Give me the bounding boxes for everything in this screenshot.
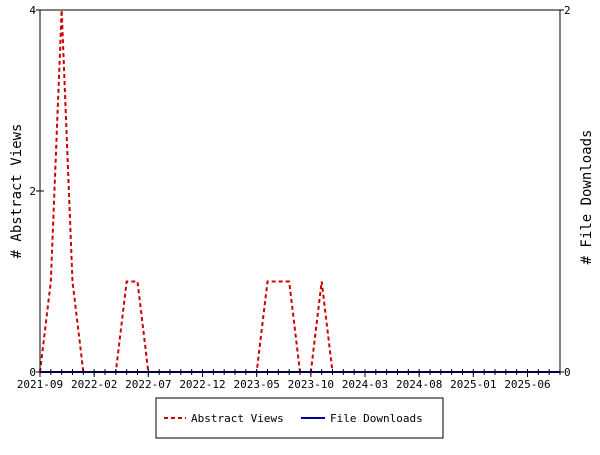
plot-frame xyxy=(39,9,561,373)
x-tick-label: 2023-05 xyxy=(233,378,279,391)
x-tick-label: 2022-02 xyxy=(71,378,117,391)
legend: Abstract Views File Downloads xyxy=(155,397,444,439)
x-tick-label: 2024-08 xyxy=(396,378,442,391)
plot-area xyxy=(39,9,560,373)
x-tick-label: 2023-10 xyxy=(288,378,334,391)
legend-label-abstract-views: Abstract Views xyxy=(191,412,284,425)
legend-label-file-downloads: File Downloads xyxy=(330,412,423,425)
y-axis-right-title: # File Downloads xyxy=(579,130,595,265)
y-axis-left-title: # Abstract Views xyxy=(9,124,25,259)
x-tick-label: 2025-01 xyxy=(450,378,496,391)
y-left-tick-label: 0 xyxy=(29,366,36,379)
axes: 2021-09 2022-02 2022-07 2022-12 2023-05 2023-… xyxy=(17,4,571,391)
x-tick-label: 2024-03 xyxy=(342,378,388,391)
y-right-tick-label: 2 xyxy=(564,4,571,17)
x-tick-label: 2022-07 xyxy=(125,378,171,391)
x-tick-label: 2025-06 xyxy=(504,378,550,391)
series-line-abstract-views xyxy=(39,9,560,373)
y-right-tick-label: 0 xyxy=(564,366,571,379)
y-left-tick-label: 4 xyxy=(29,4,36,17)
y-left-tick-label: 2 xyxy=(29,185,36,198)
x-tick-label: 2022-12 xyxy=(179,378,225,391)
legend-box xyxy=(155,397,444,439)
x-tick-label: 2021-09 xyxy=(17,378,63,391)
